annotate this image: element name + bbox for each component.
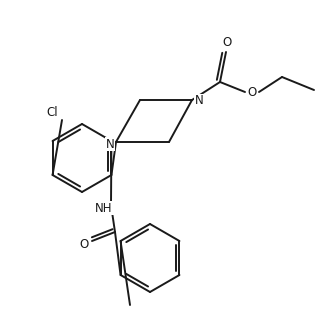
Text: O: O	[79, 237, 89, 251]
Text: NH: NH	[95, 202, 113, 214]
Text: O: O	[247, 86, 257, 100]
Text: Cl: Cl	[46, 106, 58, 120]
Text: N: N	[195, 95, 204, 107]
Text: N: N	[106, 138, 114, 150]
Text: O: O	[222, 35, 232, 48]
